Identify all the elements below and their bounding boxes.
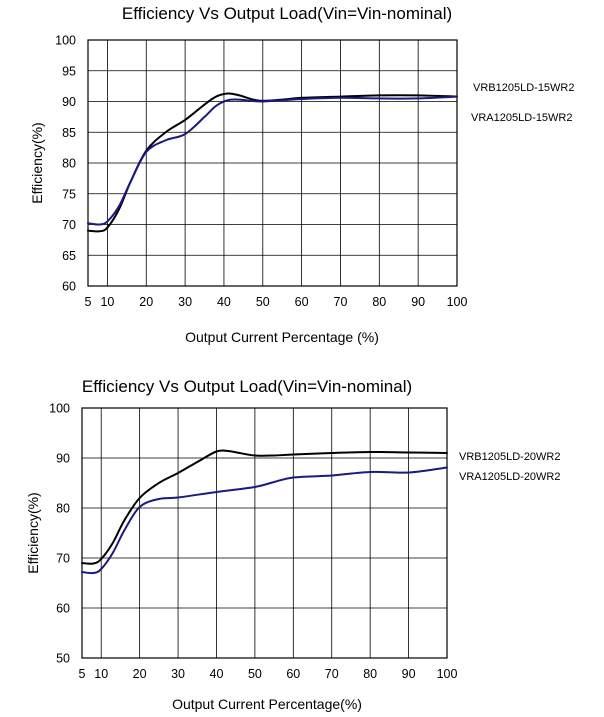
chart-1-series-line-2 [87,95,458,226]
chart-2-xlabel: Output Current Percentage(%) [172,696,362,712]
chart-2-y-tick-label: 70 [56,552,70,566]
chart-1-x-tick-label: 20 [139,295,153,309]
chart-1-title: Efficiency Vs Output Load(Vin=Vin-nomina… [122,4,452,23]
chart-1-y-tick-label: 95 [62,64,76,78]
chart-2: Efficiency Vs Output Load(Vin=Vin-nomina… [25,377,561,712]
chart-2-y-tick-label: 50 [56,652,70,666]
chart-1-x-tick-label: 70 [334,295,348,309]
chart-2-x-tick-label: 10 [94,667,108,681]
chart-1-x-tick-label: 80 [372,295,386,309]
chart-2-legend-series-1: VRB1205LD-20WR2 [459,451,561,463]
chart-1-y-tick-label: 75 [62,187,76,201]
chart-2-x-tick-label: 30 [171,667,185,681]
chart-1-x-tick-label: 50 [256,295,270,309]
chart-1-x-tick-label: 40 [217,295,231,309]
chart-1-xlabel: Output Current Percentage (%) [185,329,379,345]
chart-2-x-tick-label: 70 [325,667,339,681]
chart-2-y-tick-label: 60 [56,602,70,616]
chart-1-y-tick-label: 80 [62,157,76,171]
chart-1-y-tick-label: 85 [62,126,76,140]
chart-2-series-line-1 [81,449,448,565]
chart-1-x-tick-label: 5 [85,295,92,309]
chart-1-y-tick-label: 65 [62,249,76,263]
chart-1-x-tick-label: 100 [447,295,468,309]
chart-2-y-tick-label: 100 [49,402,70,416]
chart-2-x-tick-label: 80 [363,667,377,681]
chart-1-plot-frame [87,39,458,287]
chart-2-x-tick-label: 40 [210,667,224,681]
chart-1-legend-series-2: VRA1205LD-15WR2 [471,112,573,124]
chart-1-x-tick-label: 60 [295,295,309,309]
chart-2-y-tick-label: 90 [56,452,70,466]
chart-2-x-tick-label: 5 [79,667,86,681]
chart-2-ylabel: Efficiency(%) [25,492,41,573]
chart-1-x-tick-label: 30 [178,295,192,309]
chart-1-y-tick-label: 90 [62,95,76,109]
chart-1-legend-series-1: VRB1205LD-15WR2 [473,82,575,94]
chart-2-title: Efficiency Vs Output Load(Vin=Vin-nomina… [82,377,412,396]
chart-2-series-line-2 [81,466,448,575]
chart-2-x-tick-label: 60 [286,667,300,681]
chart-1: Efficiency Vs Output Load(Vin=Vin-nomina… [29,4,575,345]
chart-1-series-line-1 [87,92,458,233]
chart-2-y-tick-label: 80 [56,502,70,516]
chart-1-x-tick-label: 10 [100,295,114,309]
chart-1-ylabel: Efficiency(%) [29,122,45,203]
chart-2-plot-frame [81,407,448,659]
chart-1-y-tick-label: 100 [55,34,76,48]
chart-2-x-tick-label: 90 [402,667,416,681]
chart-1-x-tick-label: 90 [411,295,425,309]
chart-1-y-tick-label: 70 [62,218,76,232]
chart-1-y-tick-label: 60 [62,280,76,294]
chart-2-x-tick-label: 20 [133,667,147,681]
chart-2-x-tick-label: 50 [248,667,262,681]
chart-2-legend-series-2: VRA1205LD-20WR2 [459,471,561,483]
chart-2-x-tick-label: 100 [437,667,458,681]
